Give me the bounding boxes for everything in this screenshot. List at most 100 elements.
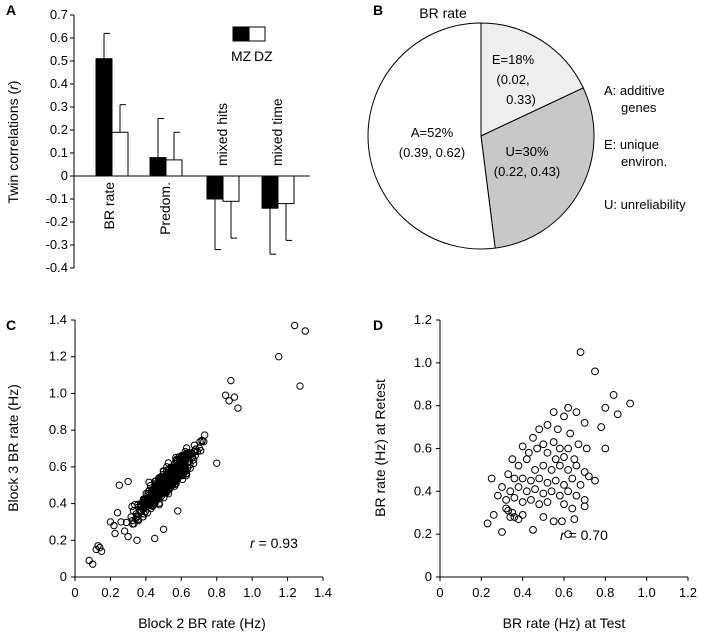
panel-d-point: [514, 515, 523, 524]
panel-c-point: [111, 529, 119, 538]
panel-c-point: [275, 353, 283, 361]
bar-dz: [277, 175, 295, 205]
panel-a-y-tick-label: 0.6: [50, 30, 68, 45]
panel-c-x-tick-label: 0.2: [101, 585, 119, 600]
panel-d-point: [570, 455, 579, 464]
panel-d-point: [547, 466, 556, 474]
bar-mz: [261, 175, 279, 209]
pie-legend-a-line1: A: additive: [604, 83, 665, 98]
panel-a-y-tick-label: 0: [61, 168, 68, 183]
panel-d-point: [539, 461, 548, 470]
panel-d-point: [502, 504, 511, 513]
panel-c-x-tick-label: 1.4: [314, 585, 332, 600]
pie-ci-e-line2: 0.33): [506, 92, 536, 107]
panel-a-y-tick-label: 0.7: [50, 7, 68, 22]
panel-c-point: [115, 481, 123, 489]
panel-d-point: [522, 487, 531, 496]
panel-c-point: [140, 510, 148, 518]
panel-d-point: [529, 525, 537, 534]
panel-c-point: [162, 481, 170, 489]
panel-d-x-tick-label: 0.6: [555, 585, 573, 600]
legend-dz-label: DZ: [254, 48, 273, 64]
pie-ci-e-line1: (0.02,: [496, 72, 529, 87]
panel-c-point: [234, 404, 242, 412]
panel-c-point: [96, 543, 104, 552]
panel-c-y-tick-label: 0.2: [49, 532, 67, 547]
panel-d-point: [560, 453, 568, 461]
panel-d-point: [560, 481, 568, 489]
panel-d-axes: 0 0.2 0.4 0.6 0.8 1.0 1.2 0 0.2 0.4 0.6 0.8 1.0 1.2: [414, 312, 697, 600]
panel-d-x-tick-label: 1.0: [638, 585, 656, 600]
panel-d-point: [572, 408, 581, 416]
panel-d-point: [560, 500, 568, 509]
panel-c-ylabel: Block 3 BR rate (Hz): [5, 384, 21, 512]
panel-d-x-tick-label: 0: [436, 585, 443, 600]
bar-dz: [111, 131, 129, 177]
panel-d-point: [533, 444, 542, 453]
panel-c-x-tick-label: 1.0: [243, 585, 261, 600]
panel-c-point: [195, 444, 204, 452]
panel-d-point: [510, 513, 519, 521]
panel-d-y-tick-label: 0: [425, 569, 432, 584]
panel-d-point: [553, 425, 562, 434]
panel-d-point: [601, 444, 610, 453]
panel-d-point: [489, 510, 498, 519]
panel-c-point: [198, 436, 206, 445]
panel-c-point: [164, 459, 173, 467]
panel-c-point: [200, 438, 208, 446]
pie-legend-a-line2: genes: [621, 100, 657, 115]
panel-d-point: [508, 508, 517, 517]
panel-d-x-tick-label: 1.2: [679, 585, 697, 600]
pie-slices: [367, 22, 595, 250]
panel-d-scatter: 0 0.2 0.4 0.6 0.8 1.0 1.2 0 0.2 0.4 0.6 0.8 1.0 1.2 B…: [372, 312, 697, 631]
pie-legend-u: U: unreliability: [604, 197, 686, 212]
panel-d-point: [549, 438, 558, 446]
panel-c-point: [129, 507, 138, 515]
panel-c-y-tick-label: 1.2: [49, 349, 67, 364]
panel-c-y-tick-label: 1.0: [49, 385, 67, 400]
panel-d-point: [580, 418, 589, 427]
pie-slice: [480, 22, 584, 137]
panel-d-point: [584, 472, 593, 481]
panel-d-point: [564, 466, 573, 474]
panel-c-point: [171, 471, 179, 479]
panel-d-point: [493, 491, 502, 500]
panel-a-y-tick-label: 0.5: [50, 53, 68, 68]
panel-d-point: [566, 429, 575, 438]
panel-d-y-tick-label: 0.2: [414, 526, 432, 541]
panel-a-axes: -0.4 -0.3 -0.2 -0.1 0 0.1 0.2 0.3 0.4 0.5 0.6 0.7: [46, 7, 310, 275]
pie-label-e: E=18%: [492, 52, 535, 67]
panel-d-point: [572, 491, 581, 500]
panel-d-point: [518, 510, 527, 519]
bar-dz: [165, 159, 183, 177]
panel-d-y-tick-label: 0.8: [414, 398, 432, 413]
panel-d-point: [551, 476, 560, 485]
panel-c-point: [141, 498, 149, 506]
panel-c-point: [290, 321, 299, 330]
panel-c-y-tick-label: 1.4: [49, 312, 67, 327]
panel-d-y-tick-label: 0.6: [414, 441, 432, 456]
panel-c-point: [120, 527, 129, 535]
bar-dz: [222, 175, 240, 202]
panel-c-point: [124, 477, 132, 486]
panel-c-point: [189, 459, 198, 468]
panel-c-point: [92, 545, 100, 554]
panel-c-point: [172, 475, 181, 484]
panel-c-point: [163, 482, 172, 490]
panel-d-point: [483, 519, 492, 528]
panel-d-point: [580, 468, 589, 476]
panel-c-x-tick-label: 0: [71, 585, 78, 600]
panel-d-point: [570, 515, 579, 524]
panel-c-point: [301, 327, 309, 335]
panel-b-pie-chart: BR rate E=18% (0.02, 0.33) U=30% (0.22, …: [367, 5, 686, 250]
panel-d-point: [522, 455, 531, 464]
panel-c-point: [296, 382, 304, 390]
panel-d-point: [487, 474, 496, 483]
panel-d-point: [535, 474, 544, 483]
panel-d-point: [591, 476, 599, 485]
panel-d-point: [539, 440, 548, 449]
panel-d-point: [549, 517, 558, 526]
panel-a-y-tick-label: 0.3: [50, 99, 68, 114]
panel-d-point: [591, 367, 599, 376]
panel-d-point: [518, 442, 527, 451]
